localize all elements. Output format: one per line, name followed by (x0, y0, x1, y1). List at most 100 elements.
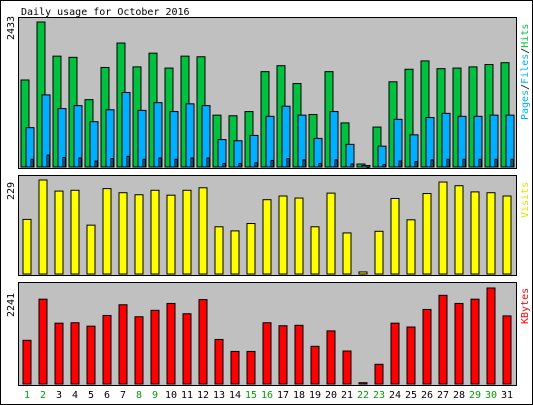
files-bar-day-1 (25, 127, 35, 168)
visits-bar-day-14 (230, 230, 240, 275)
kbytes-bar-day-15 (246, 350, 256, 385)
hits-bar-day-26 (420, 60, 430, 168)
pages-bar-day-15 (254, 162, 258, 168)
visits-bar-day-15 (246, 223, 256, 275)
day-labels: 1 2 3 4 5 6 7 8 9 10 11 12 13 14 15 16 17 18 19 20 21 22 23 24 2… (24, 390, 513, 401)
files-bar-day-15 (249, 134, 259, 168)
visits-bar-day-22 (358, 271, 368, 275)
pages-bar-day-5 (94, 160, 98, 168)
day-label-2: 2 (40, 390, 46, 401)
pages-bar-day-20 (334, 159, 338, 168)
pages-bar-day-6 (110, 158, 114, 168)
day-label-1: 1 (24, 390, 30, 401)
kbytes-bar-day-21 (342, 350, 352, 385)
visits-bar-day-23 (374, 230, 384, 275)
visits-bar-day-9 (150, 189, 160, 275)
legend-sep-1: / (520, 84, 531, 90)
day-label-18: 18 (293, 390, 305, 401)
pages-bar-day-19 (318, 162, 322, 168)
pages-bar-day-4 (78, 157, 82, 168)
files-bar-day-18 (297, 114, 307, 168)
day-label-10: 10 (165, 390, 177, 401)
pages-bar-day-21 (350, 163, 354, 168)
pages-bar-day-29 (478, 158, 482, 168)
visits-bar-day-11 (182, 189, 192, 275)
visits-bar-day-7 (118, 192, 128, 275)
visits-max-label: 229 (6, 182, 17, 200)
legend-visits: Visits (520, 182, 531, 218)
day-label-24: 24 (389, 390, 401, 401)
visits-bar-day-3 (54, 190, 64, 275)
visits-bar-day-31 (502, 195, 512, 275)
pages-bar-day-13 (222, 162, 226, 168)
kbytes-bar-day-13 (214, 338, 224, 385)
day-label-3: 3 (56, 390, 62, 401)
visits-bar-day-24 (390, 197, 400, 275)
hits-panel-bars (20, 21, 515, 169)
visits-bar-day-5 (86, 224, 96, 275)
legend-pages: Pages (520, 90, 531, 120)
files-bar-day-12 (201, 105, 211, 168)
visits-bar-day-18 (294, 197, 304, 275)
files-bar-day-11 (185, 103, 195, 168)
day-label-19: 19 (309, 390, 321, 401)
kbytes-bar-day-30 (486, 287, 496, 385)
hits-bar-day-25 (404, 68, 414, 168)
pages-bar-day-30 (494, 158, 498, 168)
visits-bar-day-26 (422, 193, 432, 275)
files-bar-day-5 (89, 121, 99, 168)
visits-bar-day-19 (310, 226, 320, 275)
visits-bar-day-21 (342, 232, 352, 275)
pages-bar-day-9 (158, 157, 162, 168)
day-label-21: 21 (341, 390, 353, 401)
visits-bar-day-1 (22, 218, 32, 275)
day-label-23: 23 (373, 390, 385, 401)
kbytes-bar-day-11 (182, 313, 192, 385)
pages-bar-day-18 (302, 159, 306, 168)
legend-files: Files (520, 54, 531, 84)
visits-bar-day-25 (406, 219, 416, 275)
day-label-5: 5 (88, 390, 94, 401)
kbytes-bar-day-5 (86, 325, 96, 385)
files-bar-day-17 (281, 105, 291, 168)
files-bar-day-25 (409, 134, 419, 168)
day-label-25: 25 (405, 390, 417, 401)
visits-bar-day-28 (454, 185, 464, 275)
day-label-26: 26 (421, 390, 433, 401)
legend-hits: Hits (520, 24, 531, 48)
kbytes-bar-day-7 (118, 304, 128, 385)
kbytes-panel-bars (22, 287, 512, 385)
hits-max-label: 2433 (6, 16, 17, 40)
pages-bar-day-22 (366, 166, 370, 169)
kbytes-bar-day-3 (54, 322, 64, 385)
pages-bar-day-28 (462, 158, 466, 168)
kbytes-bar-day-1 (22, 339, 32, 385)
kbytes-bar-day-28 (454, 302, 464, 385)
kbytes-bar-day-24 (390, 322, 400, 385)
kbytes-bar-day-27 (438, 294, 448, 385)
day-label-30: 30 (485, 390, 497, 401)
kbytes-bar-day-6 (102, 314, 112, 385)
hits-bar-day-1 (20, 79, 30, 168)
day-label-14: 14 (229, 390, 241, 401)
pages-bar-day-23 (382, 164, 386, 168)
files-bar-day-24 (393, 118, 403, 168)
day-label-9: 9 (152, 390, 158, 401)
files-bar-day-31 (505, 114, 515, 168)
kbytes-bar-day-19 (310, 345, 320, 385)
visits-bar-day-13 (214, 226, 224, 275)
day-label-7: 7 (120, 390, 126, 401)
pages-bar-day-24 (398, 160, 402, 168)
day-label-17: 17 (277, 390, 289, 401)
legend-kbytes: KBytes (520, 288, 531, 324)
files-bar-day-20 (329, 111, 339, 168)
day-label-31: 31 (501, 390, 513, 401)
day-label-28: 28 (453, 390, 465, 401)
files-bar-day-16 (265, 115, 275, 168)
files-bar-day-9 (153, 102, 163, 168)
visits-bar-day-10 (166, 194, 176, 275)
kbytes-bar-day-31 (502, 315, 512, 385)
kbytes-bar-day-16 (262, 322, 272, 385)
kbytes-bar-day-14 (230, 350, 240, 385)
